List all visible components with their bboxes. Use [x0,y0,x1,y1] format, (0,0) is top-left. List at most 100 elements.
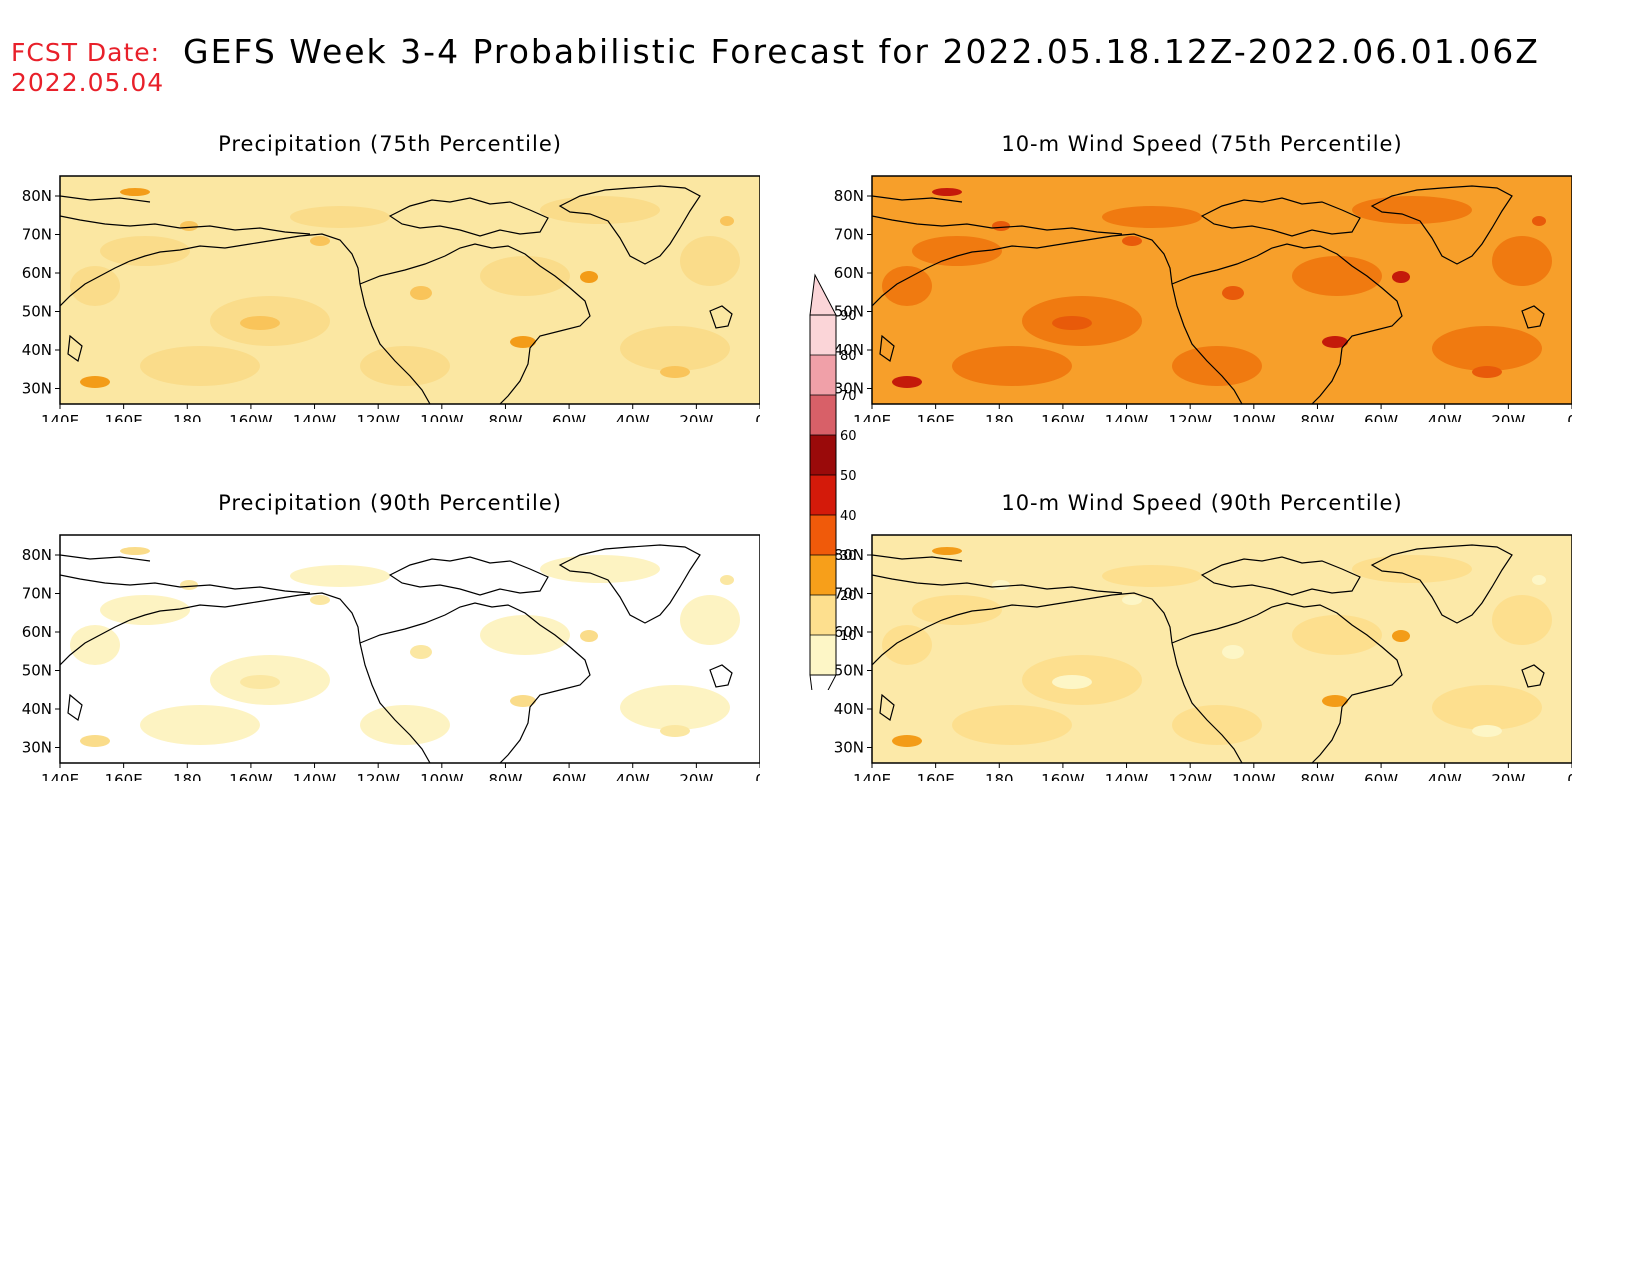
shading-patch [480,615,570,655]
lon-tick-label: 20W [679,771,713,781]
shading-patch [1172,346,1262,386]
shading-patch [1102,206,1202,228]
shading-accent [1532,216,1546,226]
coastline [60,574,311,594]
lon-tick-label: 20W [1491,412,1525,422]
lon-tick-label: 60W [552,412,586,422]
shading-accent [510,695,536,707]
lon-tick-label: 0 [1567,412,1572,422]
shading-accent [1122,236,1142,246]
lat-tick-label: 50N [834,303,864,321]
lon-tick-label: 120W [1168,412,1212,422]
shading-patch [1432,326,1542,371]
shading-patch [100,236,190,266]
shading-patch [1432,685,1542,730]
shading-accent [1392,271,1410,283]
colorbar-swatch [810,315,836,355]
shading-accent [410,645,432,659]
shading-accent [1322,336,1348,348]
shading-patch [1492,595,1552,645]
lat-tick-label: 40N [22,341,52,359]
panel-title: 10-m Wind Speed (75th Percentile) [1001,132,1403,156]
lon-tick-label: 20W [679,412,713,422]
shading-accent [1052,316,1092,330]
shading-accent [1532,575,1546,585]
shading-accent [1322,695,1348,707]
shading-accent [660,366,690,378]
lon-tick-label: 140E [853,412,891,422]
coastline [1521,305,1545,329]
lat-tick-label: 50N [834,662,864,680]
shading-accent [1222,286,1244,300]
shading-patch [1352,555,1472,583]
lat-tick-label: 70N [22,226,52,244]
shading-patch [952,705,1072,745]
shading-accent [580,271,598,283]
shading-patch [882,625,932,665]
lon-tick-label: 120W [1168,771,1212,781]
lat-tick-label: 80N [22,546,52,564]
colorbar-label: 20 [840,589,857,604]
panel-wind-75: 80N 70N 60N 50N 40N 30N 140E 160E 180 160W 140W 120… [812,122,1572,422]
colorbar-label: 30 [840,549,857,564]
shading-patch [1352,196,1472,224]
shading-accent [180,221,198,231]
map-canvas: 80N 70N 60N 50N 40N 30N 140E 160E 180 160W 140W 120… [22,534,760,781]
shading-accent [1472,366,1502,378]
coastline [709,664,733,688]
lat-tick-label: 30N [834,380,864,398]
lon-tick-label: 0 [1567,771,1572,781]
coastline [67,334,83,362]
shading-patch [540,555,660,583]
lon-tick-label: 160E [105,771,143,781]
coastline [1521,664,1545,688]
lon-tick-label: 160W [1041,412,1085,422]
lon-tick-label: 0 [755,771,760,781]
shading-accent [240,316,280,330]
shading-patch [140,705,260,745]
coastline [879,693,895,721]
lon-tick-label: 140W [1105,412,1149,422]
shading-accent [1392,630,1410,642]
lat-tick-label: 70N [834,585,864,603]
coastline [872,574,1123,594]
lon-tick-label: 160W [229,412,273,422]
coastline [1171,602,1403,763]
colorbar-label: 70 [840,389,857,404]
shading-accent [310,595,330,605]
lon-tick-label: 60W [1364,771,1398,781]
lon-tick-label: 80W [488,771,522,781]
shading-patch [1172,705,1262,745]
shading-accent [660,725,690,737]
colorbar-top-arrow [809,273,837,316]
lon-tick-label: 80W [1300,771,1334,781]
lat-tick-label: 80N [834,187,864,205]
fcst-date: 2022.05.04 [11,68,165,97]
shading-patch [290,565,390,587]
shading-accent [510,336,536,348]
shading-patch [680,595,740,645]
shading-patch [1102,565,1202,587]
coastline [359,602,591,763]
lon-tick-label: 180 [985,412,1014,422]
lat-tick-label: 60N [834,623,864,641]
shading-accent [1472,725,1502,737]
lon-tick-label: 100W [1232,412,1276,422]
main-title: GEFS Week 3-4 Probabilistic Forecast for… [183,32,1540,71]
lon-tick-label: 180 [173,771,202,781]
shading-patch [100,595,190,625]
shading-accent [1222,645,1244,659]
plot-frame [59,534,760,764]
lon-tick-label: 20W [1491,771,1525,781]
colorbar-swatch [810,475,836,515]
coastline [872,195,963,203]
lon-tick-label: 40W [616,412,650,422]
colorbar-swatch [810,555,836,595]
colorbar: 90 80 70 60 50 40 30 20 10 [809,273,857,690]
lon-tick-label: 140E [41,412,79,422]
shading-patch [912,236,1002,266]
lat-tick-label: 70N [22,585,52,603]
shading-accent [310,236,330,246]
map-canvas: 80N 70N 60N 50N 40N 30N 140E 160E 180 160W 140W 120… [834,175,1572,422]
lat-tick-label: 80N [22,187,52,205]
